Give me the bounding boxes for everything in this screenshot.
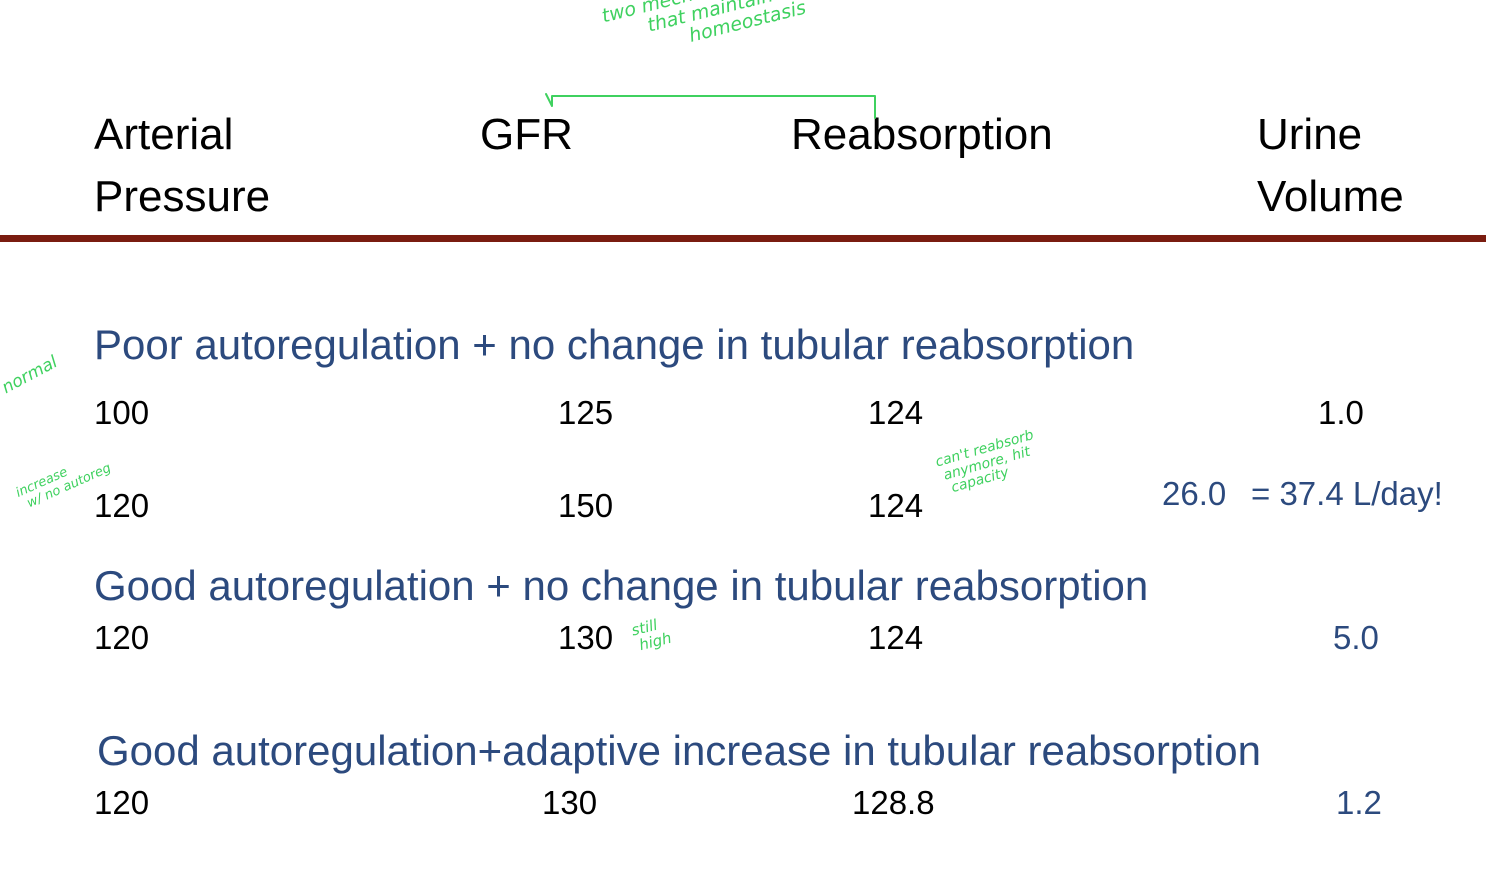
- header-arterial-pressure: Arterial Pressure: [94, 104, 270, 228]
- header-annotation: two mechanisms that maintain homeostasis: [600, 0, 809, 66]
- row3-reabsorption: 124: [868, 619, 924, 656]
- row2-reabsorption: 124: [868, 487, 924, 524]
- header-urine-line2: Volume: [1257, 172, 1404, 221]
- row2-urine-volume-daily: = 37.4 L/day!: [1251, 475, 1443, 512]
- row1-reabsorption: 124: [868, 394, 924, 431]
- row1-gfr: 125: [558, 394, 614, 431]
- scenario-title: Good autoregulation + no change in tubul…: [94, 562, 1149, 609]
- row2-gfr: 150: [558, 487, 614, 524]
- row4-gfr: 130: [542, 784, 598, 821]
- row3-gfr: 130: [558, 619, 614, 656]
- row3-urine-volume: 5.0: [1333, 619, 1379, 656]
- row4-urine-volume: 1.2: [1336, 784, 1382, 821]
- row1-urine-volume: 1.0: [1318, 394, 1364, 431]
- header-urine-line1: Urine: [1257, 110, 1363, 159]
- row4-arterial-pressure: 120: [94, 784, 150, 821]
- header-arterial-line2: Pressure: [94, 172, 271, 221]
- header-urine-volume: Urine Volume: [1257, 104, 1404, 228]
- row2-urine-volume: 26.0: [1162, 475, 1227, 512]
- scenario-title: Poor autoregulation + no change in tubul…: [94, 321, 1135, 368]
- row2-arterial-pressure: 120: [94, 487, 150, 524]
- header-gfr: GFR: [480, 110, 573, 159]
- row4-reabsorption: 128.8: [852, 784, 935, 821]
- normal-annotation: normal: [0, 352, 61, 398]
- header-divider: [0, 235, 1486, 242]
- row3-arterial-pressure: 120: [94, 619, 150, 656]
- bracket-annotation: [545, 93, 876, 119]
- header-reabsorption: Reabsorption: [791, 110, 1053, 159]
- still-high-annotation: still high: [630, 615, 674, 654]
- capacity-annotation: can't reabsorb anymore, hit capacity: [934, 427, 1044, 498]
- scenario-title: Good autoregulation+adaptive increase in…: [97, 727, 1261, 774]
- row1-arterial-pressure: 100: [94, 394, 150, 431]
- header-arterial-line1: Arterial: [94, 110, 234, 159]
